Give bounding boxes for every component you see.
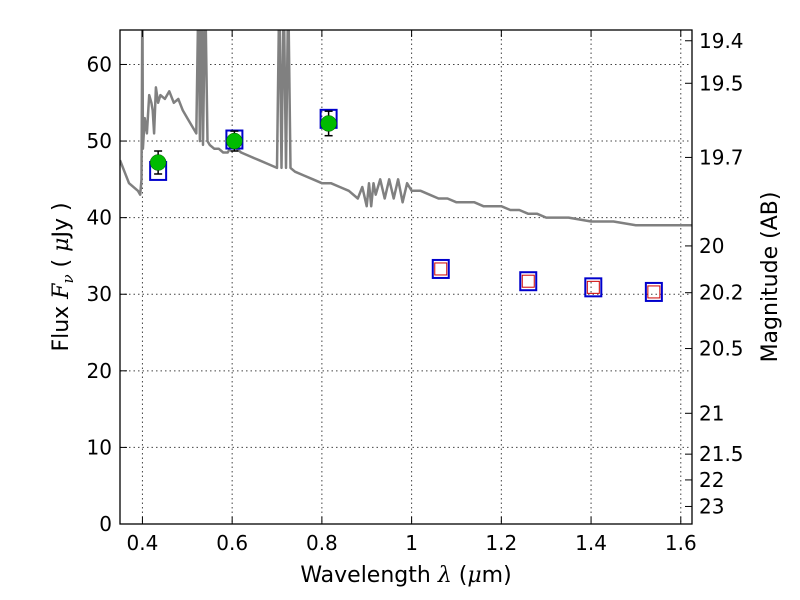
observed-photometry-point bbox=[226, 132, 243, 150]
right-tick-label: 21.5 bbox=[699, 442, 744, 466]
predicted-photometry-marker bbox=[586, 280, 600, 294]
right-tick-label: 20.2 bbox=[699, 281, 744, 305]
right-tick-label: 20 bbox=[699, 234, 724, 258]
y-tick-label: 0 bbox=[99, 512, 112, 536]
x-tick-label: 1.2 bbox=[485, 531, 517, 555]
y-tick-label: 50 bbox=[87, 129, 112, 153]
y-tick-label: 60 bbox=[87, 52, 112, 76]
right-axis-title: Magnitude (AB) bbox=[758, 192, 783, 363]
points-layer bbox=[149, 108, 663, 302]
plot-frame bbox=[119, 29, 693, 525]
model-photometry-box bbox=[584, 277, 603, 298]
x-tick-label: 0.6 bbox=[216, 531, 248, 555]
y-tick-label: 20 bbox=[87, 359, 112, 383]
model-photometry-box bbox=[644, 281, 663, 302]
right-tick-label: 19.7 bbox=[699, 145, 744, 169]
y-axis-title: Flux Fν ( μJy ) bbox=[49, 202, 77, 351]
x-tick-label: 1.4 bbox=[575, 531, 607, 555]
y-tick-label: 40 bbox=[87, 206, 112, 230]
x-tick-label: 0.4 bbox=[127, 531, 159, 555]
predicted-photometry-marker bbox=[521, 274, 535, 288]
right-tick-label: 23 bbox=[699, 494, 724, 518]
right-tick-label: 20.5 bbox=[699, 337, 744, 361]
observed-photometry-point bbox=[320, 115, 337, 132]
right-tick-label: 22 bbox=[699, 468, 724, 492]
right-tick-label: 19.4 bbox=[699, 29, 744, 53]
model-photometry-box bbox=[431, 258, 450, 279]
x-tick-label: 0.8 bbox=[306, 531, 338, 555]
x-tick-label: 1 bbox=[405, 531, 418, 555]
x-axis: 0.4 0.6 0.8 1 1.2 1.4 1.6 bbox=[127, 30, 697, 555]
y-tick-label: 30 bbox=[87, 282, 112, 306]
x-tick-label: 1.6 bbox=[665, 531, 697, 555]
spectrum-layer bbox=[120, 30, 692, 227]
model-photometry-box bbox=[519, 271, 538, 292]
predicted-photometry-marker bbox=[434, 262, 448, 276]
y-tick-label: 10 bbox=[87, 435, 112, 459]
y-axis: 0 10 20 30 40 50 60 bbox=[87, 52, 127, 536]
right-tick-label: 19.5 bbox=[699, 71, 744, 95]
x-axis-title: Wavelength λ (μm) bbox=[300, 563, 511, 588]
observed-photometry-point bbox=[149, 154, 167, 171]
spectrum-line bbox=[120, 30, 692, 227]
predicted-photometry-marker bbox=[647, 285, 661, 299]
right-tick-label: 21 bbox=[699, 401, 724, 425]
